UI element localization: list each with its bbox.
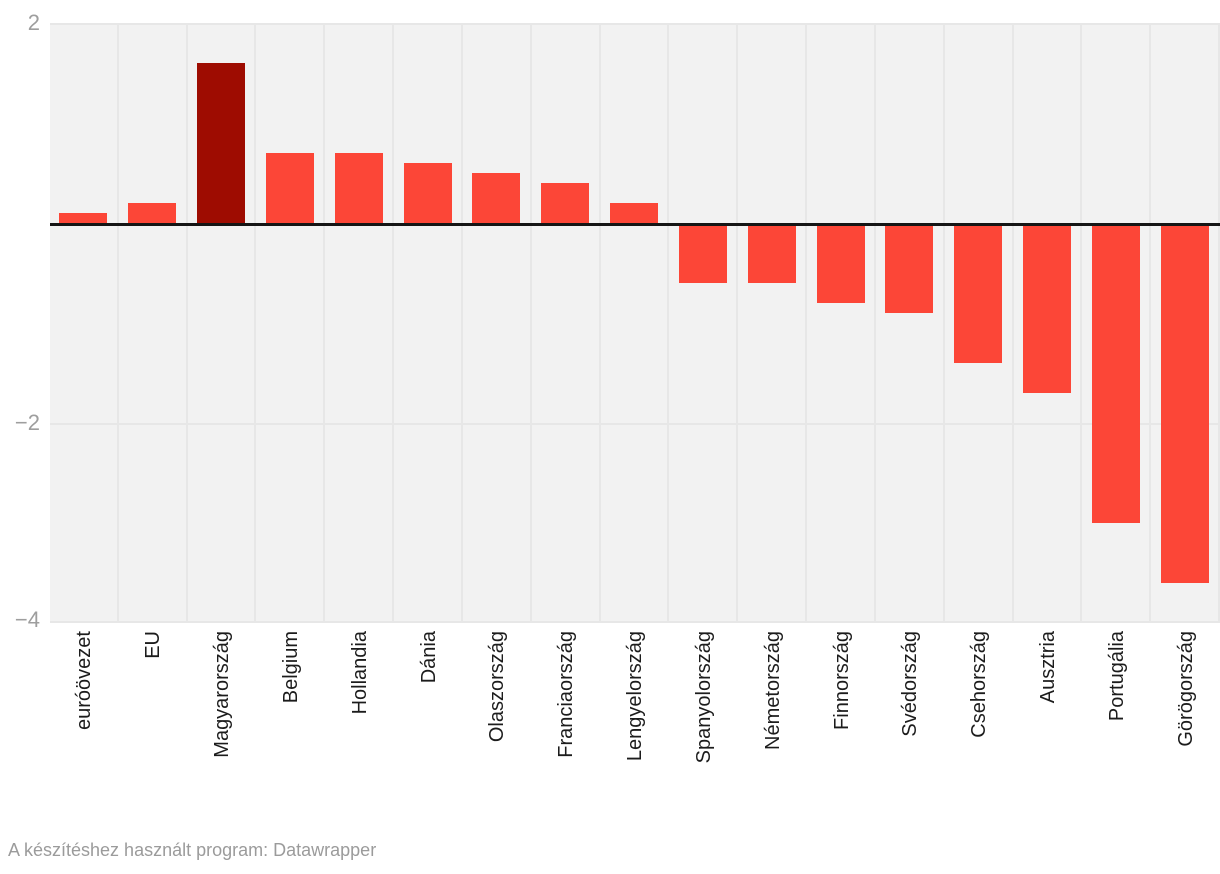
x-label-Görögország: Görögország (1174, 631, 1197, 747)
x-label-Portugália: Portugália (1105, 631, 1128, 722)
zero-line (50, 223, 1220, 226)
x-label-cell-1: EU (119, 631, 188, 816)
column-4 (325, 23, 395, 623)
column-9 (669, 23, 739, 623)
bar-Görögország[interactable] (1160, 223, 1209, 583)
x-label-cell-7: Franciaország (532, 631, 601, 816)
column-13 (945, 23, 1014, 623)
x-label-Lengyelország: Lengyelország (624, 631, 647, 762)
column-1 (119, 23, 188, 623)
x-label-Spanyolország: Spanyolország (692, 631, 715, 764)
bar-Ausztria[interactable] (1023, 223, 1071, 393)
column-10 (738, 23, 808, 623)
column-11 (807, 23, 876, 623)
bar-Lengyelország[interactable] (610, 203, 659, 223)
x-label-cell-16: Görögország (1151, 631, 1220, 816)
x-label-EU: EU (142, 631, 165, 659)
x-label-Magyarország: Magyarország (211, 631, 234, 758)
x-label-cell-2: Magyarország (188, 631, 257, 816)
y-tick--2: −2 (14, 410, 40, 435)
x-axis-labels: euróövezet EU Magyarország Belgium Hollandia… (50, 631, 1220, 816)
x-label-Csehország: Csehország (968, 631, 991, 738)
x-label-cell-12: Svédország (876, 631, 945, 816)
x-label-cell-9: Spanyolország (669, 631, 738, 816)
x-label-cell-13: Csehország (945, 631, 1014, 816)
x-label-euróövezet: euróövezet (73, 631, 96, 730)
gridline-y--2 (50, 423, 1220, 425)
y-tick--4: −4 (14, 607, 40, 632)
x-label-cell-14: Ausztria (1014, 631, 1083, 816)
bar-Németország[interactable] (747, 223, 796, 283)
column-12 (876, 23, 945, 623)
bar-Csehország[interactable] (954, 223, 1003, 363)
bar-Olaszország[interactable] (472, 173, 521, 223)
column-0 (50, 23, 119, 623)
column-3 (256, 23, 326, 623)
bar-Magyarország[interactable] (197, 63, 246, 223)
x-label-Ausztria: Ausztria (1037, 631, 1059, 704)
column-8 (601, 23, 670, 623)
bar-Finnország[interactable] (816, 223, 865, 303)
x-label-cell-6: Olaszország (463, 631, 532, 816)
bar-euróövezet[interactable] (59, 213, 108, 223)
column-14 (1014, 23, 1083, 623)
column-16 (1151, 23, 1220, 623)
attribution-text: A készítéshez használt program: Datawrap… (8, 840, 377, 860)
bar-EU[interactable] (128, 203, 177, 223)
x-label-cell-15: Portugália (1082, 631, 1151, 816)
bar-Belgium[interactable] (265, 153, 314, 223)
bar-Portugália[interactable] (1091, 223, 1140, 523)
x-label-cell-8: Lengyelország (601, 631, 670, 816)
x-label-cell-4: Hollandia (325, 631, 394, 816)
gridline-y-2 (50, 23, 1220, 25)
column-15 (1082, 23, 1152, 623)
x-label-Franciaország: Franciaország (555, 631, 578, 758)
bar-Svédország[interactable] (885, 223, 934, 313)
x-label-Belgium: Belgium (279, 631, 302, 704)
bar-Hollandia[interactable] (334, 153, 383, 223)
x-label-cell-0: euróövezet (50, 631, 119, 816)
x-label-Finnország: Finnország (830, 631, 853, 730)
bar-Dánia[interactable] (403, 163, 452, 223)
column-6 (463, 23, 532, 623)
x-label-Dánia: Dánia (417, 631, 440, 684)
bar-Franciaország[interactable] (541, 183, 590, 223)
x-label-Svédország: Svédország (899, 631, 922, 737)
x-label-cell-11: Finnország (807, 631, 876, 816)
gridline-y--4 (50, 621, 1220, 623)
x-label-cell-3: Belgium (256, 631, 325, 816)
x-label-cell-5: Dánia (394, 631, 463, 816)
column-7 (532, 23, 601, 623)
x-label-Olaszország: Olaszország (486, 631, 509, 743)
x-label-Hollandia: Hollandia (348, 631, 371, 715)
column-2 (188, 23, 257, 623)
plot-area (50, 23, 1220, 623)
column-5 (394, 23, 463, 623)
bar-Spanyolország[interactable] (678, 223, 727, 283)
x-label-cell-10: Németország (738, 631, 807, 816)
y-tick-2: 2 (27, 10, 40, 35)
x-label-Németország: Németország (761, 631, 784, 750)
